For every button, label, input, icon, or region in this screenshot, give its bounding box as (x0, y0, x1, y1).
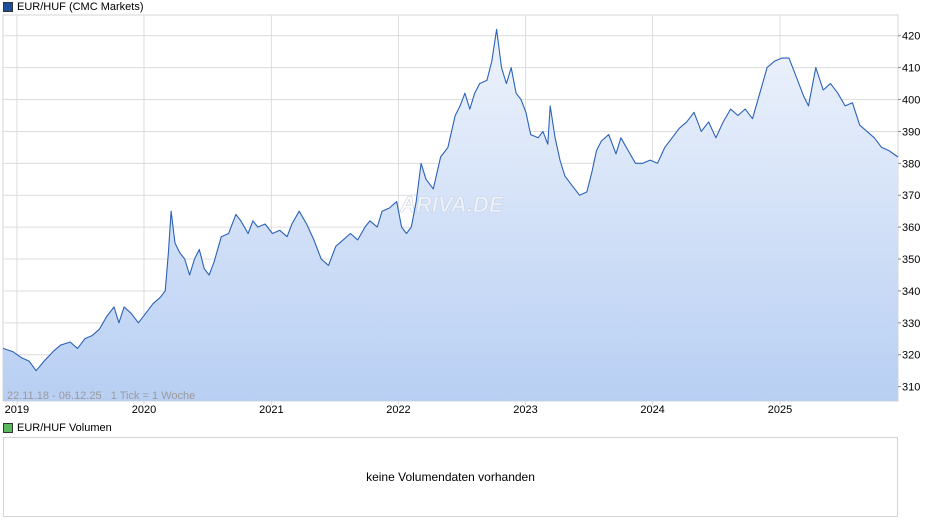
y-tick-label: 380 (902, 158, 920, 170)
x-tick-label: 2023 (513, 404, 537, 416)
price-chart[interactable]: ARIVA.DE 310 320 330 340 350 360 370 380 390 400 4… (0, 0, 940, 420)
y-tick-label: 330 (902, 318, 920, 330)
x-tick-label: 2025 (768, 404, 792, 416)
y-tick-label: 370 (902, 190, 920, 202)
x-tick-label: 2024 (640, 404, 664, 416)
x-axis: 2019 2020 2021 2022 2023 2024 2025 (5, 404, 793, 416)
price-area-fill (3, 29, 898, 402)
x-tick-label: 2021 (259, 404, 283, 416)
watermark: ARIVA.DE (399, 192, 505, 217)
y-tick-label: 400 (902, 95, 920, 107)
y-tick-label: 310 (902, 382, 920, 394)
y-tick-label: 340 (902, 286, 920, 298)
y-tick-label: 350 (902, 254, 920, 266)
price-line[interactable] (2, 28, 899, 372)
legend-volume-label: EUR/HUF Volumen (17, 421, 112, 434)
y-tick-label: 420 (902, 31, 920, 43)
volume-empty-message: keine Volumendaten vorhanden (366, 470, 535, 484)
volume-legend: EUR/HUF Volumen (3, 421, 112, 435)
main-legend: EUR/HUF (CMC Markets) (3, 0, 144, 14)
range-info: 22.11.18 - 06.12.25 1 Tick = 1 Woche (7, 390, 195, 402)
x-tick-label: 2022 (386, 404, 410, 416)
legend-main-label: EUR/HUF (CMC Markets) (17, 0, 144, 13)
y-tick-label: 410 (902, 63, 920, 75)
legend-swatch-volume (3, 423, 13, 433)
y-tick-label: 360 (902, 222, 920, 234)
y-axis: 310 320 330 340 350 360 370 380 390 400 410 420 (898, 31, 920, 394)
volume-panel: keine Volumendaten vorhanden (3, 437, 898, 517)
y-tick-label: 320 (902, 350, 920, 362)
x-tick-label: 2020 (132, 404, 156, 416)
legend-swatch-main (3, 2, 13, 12)
y-tick-label: 390 (902, 126, 920, 138)
x-tick-label: 2019 (5, 404, 29, 416)
